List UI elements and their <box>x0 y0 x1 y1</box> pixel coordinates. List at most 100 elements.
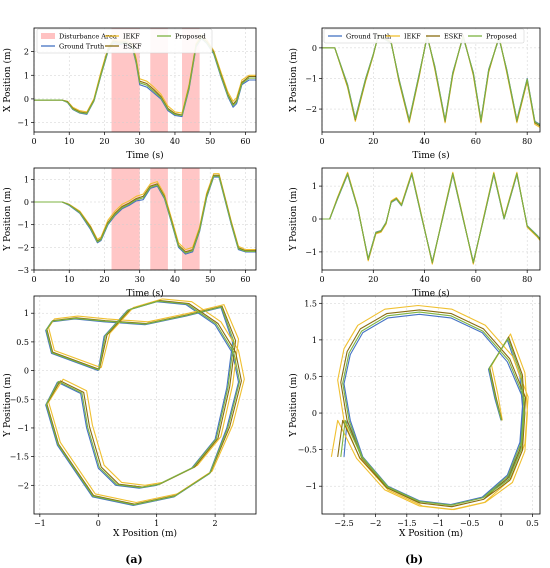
y-tick-label-2: 0 <box>312 44 317 53</box>
x-tick-label-4: 80 <box>522 137 532 146</box>
x-tick-label-1: 10 <box>64 275 74 284</box>
legend-label-ground-truth: Ground Truth <box>346 33 391 41</box>
series-line-proposed <box>34 175 256 254</box>
panel-b-y-position: 0 20 40 60 80 −1 0 1 Time (s) Y Position (m) <box>288 167 541 299</box>
y-tick-label-3: 2 <box>24 48 29 57</box>
x-tick-label-2: −1.5 <box>397 519 416 528</box>
x-axis-label: X Position (m) <box>399 528 463 539</box>
x-tick-label-4: 40 <box>170 137 180 146</box>
y-tick-label-2: −1 <box>17 424 29 433</box>
plot-frame <box>321 167 541 271</box>
y-tick-label-4: 0 <box>24 367 29 376</box>
legend-label-proposed: Proposed <box>486 33 517 41</box>
panel-b-trajectory: −2.5 −2 −1.5 −1 −0.5 0 0.5 −1 −0.5 0 0.5 1 1.5 X Posi… <box>288 295 541 539</box>
caption-a: (a) <box>125 553 143 566</box>
x-tick-label-2: 40 <box>419 275 429 284</box>
panel-a-y-position: 0 10 20 30 40 50 60 −3 −2 −1 0 1 Time (s) Y Position … <box>2 167 257 299</box>
x-tick-label-6: 0.5 <box>526 519 539 528</box>
x-tick-label-6: 60 <box>240 137 250 146</box>
y-tick-label-2: 1 <box>24 71 29 80</box>
x-tick-label-1: 0 <box>96 519 101 528</box>
disturbance-area-0 <box>111 168 140 270</box>
y-axis-label: Y Position (m) <box>2 373 13 438</box>
legend: Ground Truth IEKF ESKF Proposed <box>323 28 525 44</box>
y-tick-label-4: 1 <box>24 175 29 184</box>
legend-label-disturbance: Disturbance Area <box>59 33 117 41</box>
x-tick-label-0: −1 <box>34 519 46 528</box>
x-tick-label-0: 0 <box>31 137 36 146</box>
legend-label-ground-truth: Ground Truth <box>59 43 104 51</box>
legend-swatch-disturbance <box>41 33 55 39</box>
series-line-proposed <box>45 300 241 506</box>
plot-frame <box>321 27 541 133</box>
y-tick-label-3: −0.5 <box>10 395 29 404</box>
legend-label-proposed: Proposed <box>175 33 206 41</box>
y-tick-label-3: 0.5 <box>304 372 317 381</box>
plot-frame <box>33 167 257 271</box>
series-line-ground-truth <box>45 301 240 506</box>
y-tick-label-2: −1 <box>17 221 29 230</box>
x-tick-label-2: 40 <box>419 137 429 146</box>
y-axis-label: X Position (m) <box>288 48 299 112</box>
y-tick-label-5: 0.5 <box>16 338 29 347</box>
x-tick-label-0: 0 <box>319 275 324 284</box>
panel-a-trajectory: −1 0 1 2−2−1.5−1−0.500.51X Position (m)Y Po… <box>2 295 257 539</box>
y-tick-label-4: 1 <box>312 336 317 345</box>
x-tick-label-0: 0 <box>31 275 36 284</box>
x-tick-label-5: 50 <box>205 137 215 146</box>
series-line-iekf <box>48 298 245 504</box>
x-tick-label-4: 40 <box>170 275 180 284</box>
series-line-eskf <box>337 309 527 508</box>
x-tick-label-4: −0.5 <box>460 519 479 528</box>
plot-frame <box>33 27 257 133</box>
y-tick-label-0: −2 <box>305 105 317 114</box>
x-tick-label-2: 1 <box>154 519 159 528</box>
x-axis-label: Time (s) <box>126 150 163 161</box>
series-line-iekf <box>34 34 256 114</box>
series-line-eskf <box>46 300 242 505</box>
y-tick-label-0: −2 <box>17 481 29 490</box>
x-axis-label: Time (s) <box>412 150 449 161</box>
y-tick-label-1: −1.5 <box>10 453 29 462</box>
x-tick-label-3: 60 <box>471 137 481 146</box>
x-tick-label-2: 20 <box>99 137 109 146</box>
series-line-eskf <box>322 34 540 127</box>
x-tick-label-1: −2 <box>370 519 382 528</box>
y-tick-label-0: −3 <box>17 266 29 275</box>
x-tick-label-3: 2 <box>213 519 218 528</box>
legend-label-eskf: ESKF <box>123 43 142 51</box>
series-line-ground-truth <box>322 35 540 125</box>
y-tick-label-1: −2 <box>17 243 29 252</box>
y-tick-label-5: 1.5 <box>304 299 317 308</box>
series-line-iekf <box>34 173 256 251</box>
x-axis-label: Time (s) <box>126 288 163 299</box>
caption-b: (b) <box>405 553 423 566</box>
x-tick-label-3: 60 <box>471 275 481 284</box>
y-tick-label-1: 0 <box>24 95 29 104</box>
legend: Disturbance Area Ground Truth IEKF ESKF Prop… <box>36 28 213 54</box>
series-line-eskf <box>322 173 540 264</box>
series-line-proposed <box>322 173 540 263</box>
y-tick-label-1: −0.5 <box>298 446 317 455</box>
y-tick-label-2: 0 <box>312 409 317 418</box>
x-tick-label-5: 0 <box>499 519 504 528</box>
series-line-proposed <box>34 37 256 117</box>
y-tick-label-1: −1 <box>305 74 317 83</box>
y-tick-label-1: 0 <box>312 215 317 224</box>
legend-box <box>36 28 213 54</box>
legend-box <box>323 28 525 44</box>
y-tick-label-6: 1 <box>24 309 29 318</box>
series-line-proposed <box>340 311 525 506</box>
plot-frame <box>33 295 257 515</box>
x-tick-label-1: 20 <box>368 137 378 146</box>
y-tick-label-0: −1 <box>17 119 29 128</box>
x-tick-label-0: 0 <box>319 137 324 146</box>
series-line-ground-truth <box>322 174 540 263</box>
series-line-iekf <box>330 304 529 511</box>
legend-label-eskf: ESKF <box>444 33 463 41</box>
x-tick-label-1: 10 <box>64 137 74 146</box>
x-axis-label: Time (s) <box>412 288 449 299</box>
disturbance-area-1 <box>150 28 168 132</box>
x-tick-label-5: 50 <box>205 275 215 284</box>
